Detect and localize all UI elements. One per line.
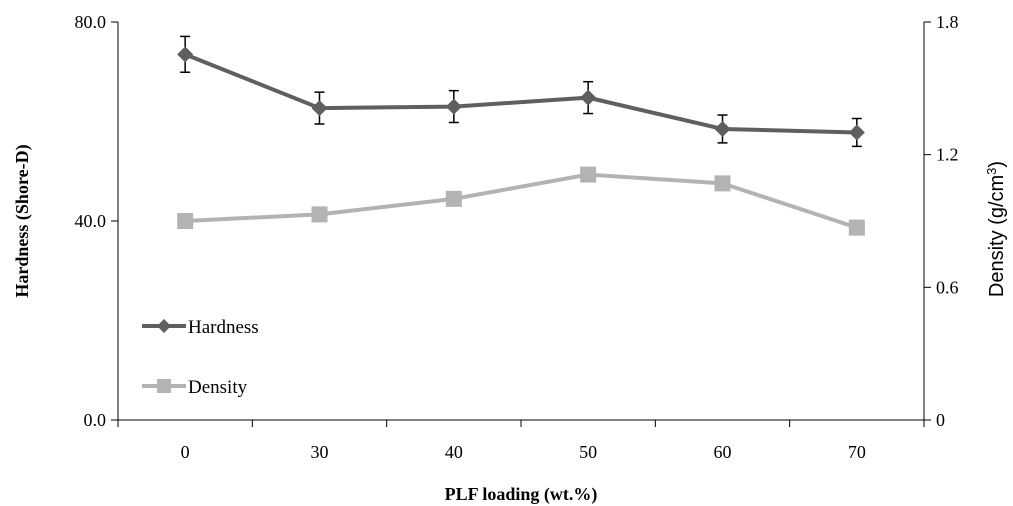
axes: 0 30 40 50 60 70 0.0 40.0 80.0 0 0.6 1.2 1.8 — [75, 12, 959, 462]
data-point-diamond — [445, 98, 462, 115]
y-left-tick-label: 80.0 — [75, 12, 107, 32]
legend-marker-diamond — [157, 319, 171, 333]
y-left-tick-label: 0.0 — [84, 410, 107, 430]
x-axis-title: PLF loading (wt.%) — [445, 484, 598, 505]
x-tick-label: 70 — [848, 442, 866, 462]
axis-titles: PLF loading (wt.%) Hardness (Shore-D) Dens… — [12, 144, 1008, 505]
y-right-tick-label: 1.8 — [936, 12, 959, 32]
data-point-square — [580, 166, 597, 183]
y-left-axis-title: Hardness (Shore-D) — [12, 144, 33, 297]
legend: Hardness Density — [142, 317, 259, 398]
x-tick-label: 40 — [445, 442, 463, 462]
x-tick-label: 30 — [311, 442, 329, 462]
x-tick-label: 0 — [181, 442, 190, 462]
series-line-hardness — [184, 52, 857, 135]
data-point-diamond — [714, 120, 731, 137]
y-right-tick-label: 0 — [936, 410, 945, 430]
legend-item-density: Density — [142, 377, 248, 398]
legend-marker-square — [157, 379, 171, 393]
data-point-square — [714, 175, 731, 192]
legend-item-hardness: Hardness — [142, 317, 259, 338]
legend-label: Hardness — [188, 317, 259, 338]
y-left-tick-label: 40.0 — [75, 211, 107, 231]
data-point-square — [445, 190, 462, 207]
data-point-diamond — [580, 89, 597, 106]
data-point-diamond — [311, 100, 328, 117]
y-right-tick-label: 1.2 — [936, 145, 959, 165]
series-layer — [177, 35, 865, 236]
series-line-density — [185, 172, 858, 230]
y-right-tick-label: 0.6 — [936, 277, 959, 297]
data-point-square — [311, 206, 328, 223]
data-point-square — [177, 213, 194, 229]
legend-label: Density — [188, 377, 248, 398]
x-tick-label: 50 — [579, 442, 597, 462]
data-point-diamond — [177, 46, 194, 63]
x-tick-label: 60 — [714, 442, 732, 462]
data-point-square — [848, 219, 865, 236]
series-density — [177, 166, 865, 236]
series-hardness — [177, 35, 865, 148]
y-right-axis-title: Density (g/cm3) — [984, 161, 1009, 297]
data-point-diamond — [848, 124, 865, 141]
